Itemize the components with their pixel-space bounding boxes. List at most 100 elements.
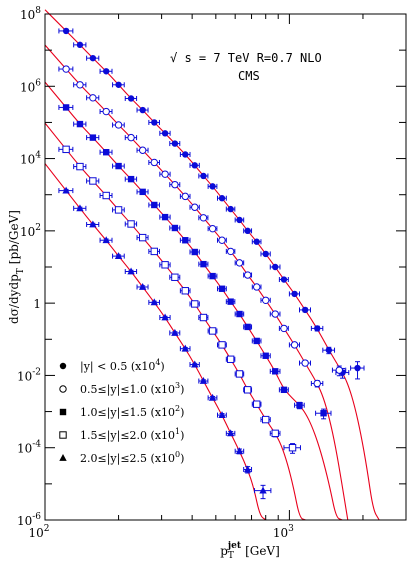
data-point xyxy=(244,227,251,235)
data-point xyxy=(62,27,70,35)
legend-marker-1 xyxy=(59,362,67,370)
data-point xyxy=(182,237,189,244)
data-point xyxy=(181,192,189,201)
data-point xyxy=(199,214,208,222)
y-tick-label: 102 xyxy=(20,223,41,239)
data-point xyxy=(208,393,217,401)
y-tick-label: 10-6 xyxy=(17,512,41,528)
data-point xyxy=(171,180,179,189)
nlo-curve-2 xyxy=(44,44,349,521)
data-point xyxy=(138,146,147,154)
data-point xyxy=(314,325,321,332)
data-point xyxy=(89,54,97,62)
data-point xyxy=(161,213,169,221)
nlo-curve-3 xyxy=(44,81,343,521)
data-point xyxy=(181,344,189,352)
data-point xyxy=(209,183,216,190)
data-point xyxy=(139,106,146,114)
data-point xyxy=(114,121,123,129)
data-point xyxy=(271,429,279,438)
legend: |y| < 0.5 (x104) 0.5≤|y|≤1.0 (x103) 1.0≤|y… xyxy=(59,358,184,466)
legend-label-5: 2.0≤|y|≤2.5 (x100) xyxy=(80,450,184,466)
data-point xyxy=(76,204,84,212)
data-point xyxy=(127,95,135,102)
data-point xyxy=(253,337,260,345)
data-point xyxy=(161,261,169,269)
data-point xyxy=(235,370,244,378)
data-point xyxy=(161,130,169,137)
data-point xyxy=(199,313,208,322)
x-axis-title-sup: jet xyxy=(227,541,242,551)
data-point xyxy=(151,201,158,209)
data-point xyxy=(301,306,309,314)
data-points xyxy=(62,27,361,494)
x-axis-title-sub: T xyxy=(228,551,234,561)
data-point xyxy=(291,290,298,298)
y-tick-label: 10-4 xyxy=(17,440,41,456)
data-point xyxy=(280,386,288,394)
data-point xyxy=(320,410,327,417)
data-point xyxy=(150,247,158,256)
data-point xyxy=(127,220,135,228)
data-point xyxy=(253,238,260,245)
data-point xyxy=(296,402,303,409)
x-tick-label: 103 xyxy=(273,524,294,540)
data-point xyxy=(62,145,70,154)
data-point xyxy=(191,203,199,211)
legend-label-4: 1.5≤|y|≤2.0 (x101) xyxy=(80,427,184,443)
data-point xyxy=(335,366,343,374)
data-point xyxy=(226,355,235,363)
data-point xyxy=(191,300,199,308)
data-point xyxy=(191,360,199,368)
data-point xyxy=(325,346,333,354)
data-point xyxy=(262,250,269,258)
data-point xyxy=(236,310,243,318)
data-point xyxy=(151,119,158,126)
tick-labels: 102 103 108 106 104 102 1 10-2 10-4 10-6 xyxy=(17,6,294,540)
data-point xyxy=(161,170,169,178)
data-point xyxy=(262,352,269,359)
y-tick-label: 106 xyxy=(20,78,41,94)
data-point xyxy=(226,247,235,256)
legend-label-3: 1.0≤|y|≤1.5 (x102) xyxy=(80,404,184,420)
data-point xyxy=(161,313,169,321)
data-point xyxy=(76,41,84,49)
data-point xyxy=(150,298,158,306)
data-point xyxy=(227,298,234,305)
y-tick-label: 10-2 xyxy=(17,367,41,383)
data-point xyxy=(102,107,110,116)
data-point xyxy=(244,323,251,331)
data-point xyxy=(354,364,361,372)
data-point xyxy=(89,94,97,102)
data-point xyxy=(253,283,261,291)
data-point xyxy=(271,310,279,318)
data-point xyxy=(226,429,235,437)
experiment-annotation: CMS xyxy=(238,69,260,83)
data-point xyxy=(76,120,84,128)
data-point xyxy=(200,172,207,180)
data-point xyxy=(191,248,198,256)
nlo-curve-5 xyxy=(44,163,267,521)
legend-marker-2 xyxy=(59,385,67,393)
data-point xyxy=(127,175,135,183)
data-point xyxy=(272,263,279,271)
energy-annotation: √ s = 7 TeV R=0.7 NLO xyxy=(170,51,322,65)
data-point xyxy=(218,411,226,418)
x-tick-label: 102 xyxy=(28,524,49,540)
data-point xyxy=(89,177,97,185)
y-tick-label: 104 xyxy=(20,151,41,167)
data-point xyxy=(182,151,189,158)
data-point xyxy=(138,282,147,290)
data-point xyxy=(218,341,226,349)
data-point xyxy=(235,259,244,267)
data-point xyxy=(102,191,110,200)
y-axis-title: dσ/dydpT[pb/GeV] xyxy=(7,210,26,324)
data-point xyxy=(115,162,122,170)
data-point xyxy=(138,233,147,242)
data-point xyxy=(150,158,158,167)
data-point xyxy=(127,267,135,275)
data-point xyxy=(301,359,309,367)
data-point xyxy=(127,133,135,142)
data-point xyxy=(89,220,97,228)
